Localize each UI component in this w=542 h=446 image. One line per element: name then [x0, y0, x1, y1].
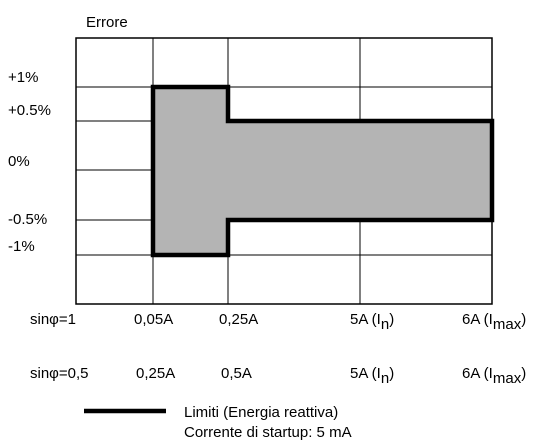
- y-tick-label: -0.5%: [8, 211, 47, 228]
- x-tick-row-sin05: sinφ=0,5 0,25A 0,5A 5A (In) 6A (Imax): [30, 365, 526, 387]
- x-tick-label: 6A (Imax): [462, 365, 526, 387]
- y-tick-labels: +1% +0.5% 0% -0.5% -1%: [8, 69, 51, 255]
- x-tick-label: 5A (In): [350, 311, 394, 333]
- y-tick-label: -1%: [8, 238, 35, 255]
- x-tick-row-sin1: sinφ=1 0,05A 0,25A 5A (In) 6A (Imax): [30, 311, 526, 333]
- x-tick-label: 5A (In): [350, 365, 394, 387]
- x-tick-label: 0,05A: [134, 311, 173, 328]
- error-envelope: [150, 84, 495, 258]
- y-tick-label: +1%: [8, 69, 38, 86]
- legend-label: Limiti (Energia reattiva): [184, 404, 338, 421]
- legend: Limiti (Energia reattiva) Corrente di st…: [84, 404, 352, 441]
- x-tick-label: 0,5A: [221, 365, 252, 382]
- x-tick-label: 6A (Imax): [462, 311, 526, 333]
- x-tick-label: 0,25A: [219, 311, 258, 328]
- y-axis-title: Errore: [86, 14, 128, 31]
- x-tick-label: 0,25A: [136, 365, 175, 382]
- y-tick-label: 0%: [8, 153, 30, 170]
- legend-note: Corrente di startup: 5 mA: [184, 424, 352, 441]
- x-row-condition: sinφ=0,5: [30, 365, 89, 382]
- x-row-condition: sinφ=1: [30, 311, 76, 328]
- y-tick-label: +0.5%: [8, 102, 51, 119]
